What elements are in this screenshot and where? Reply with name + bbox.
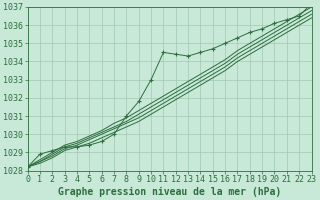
X-axis label: Graphe pression niveau de la mer (hPa): Graphe pression niveau de la mer (hPa): [58, 186, 281, 197]
